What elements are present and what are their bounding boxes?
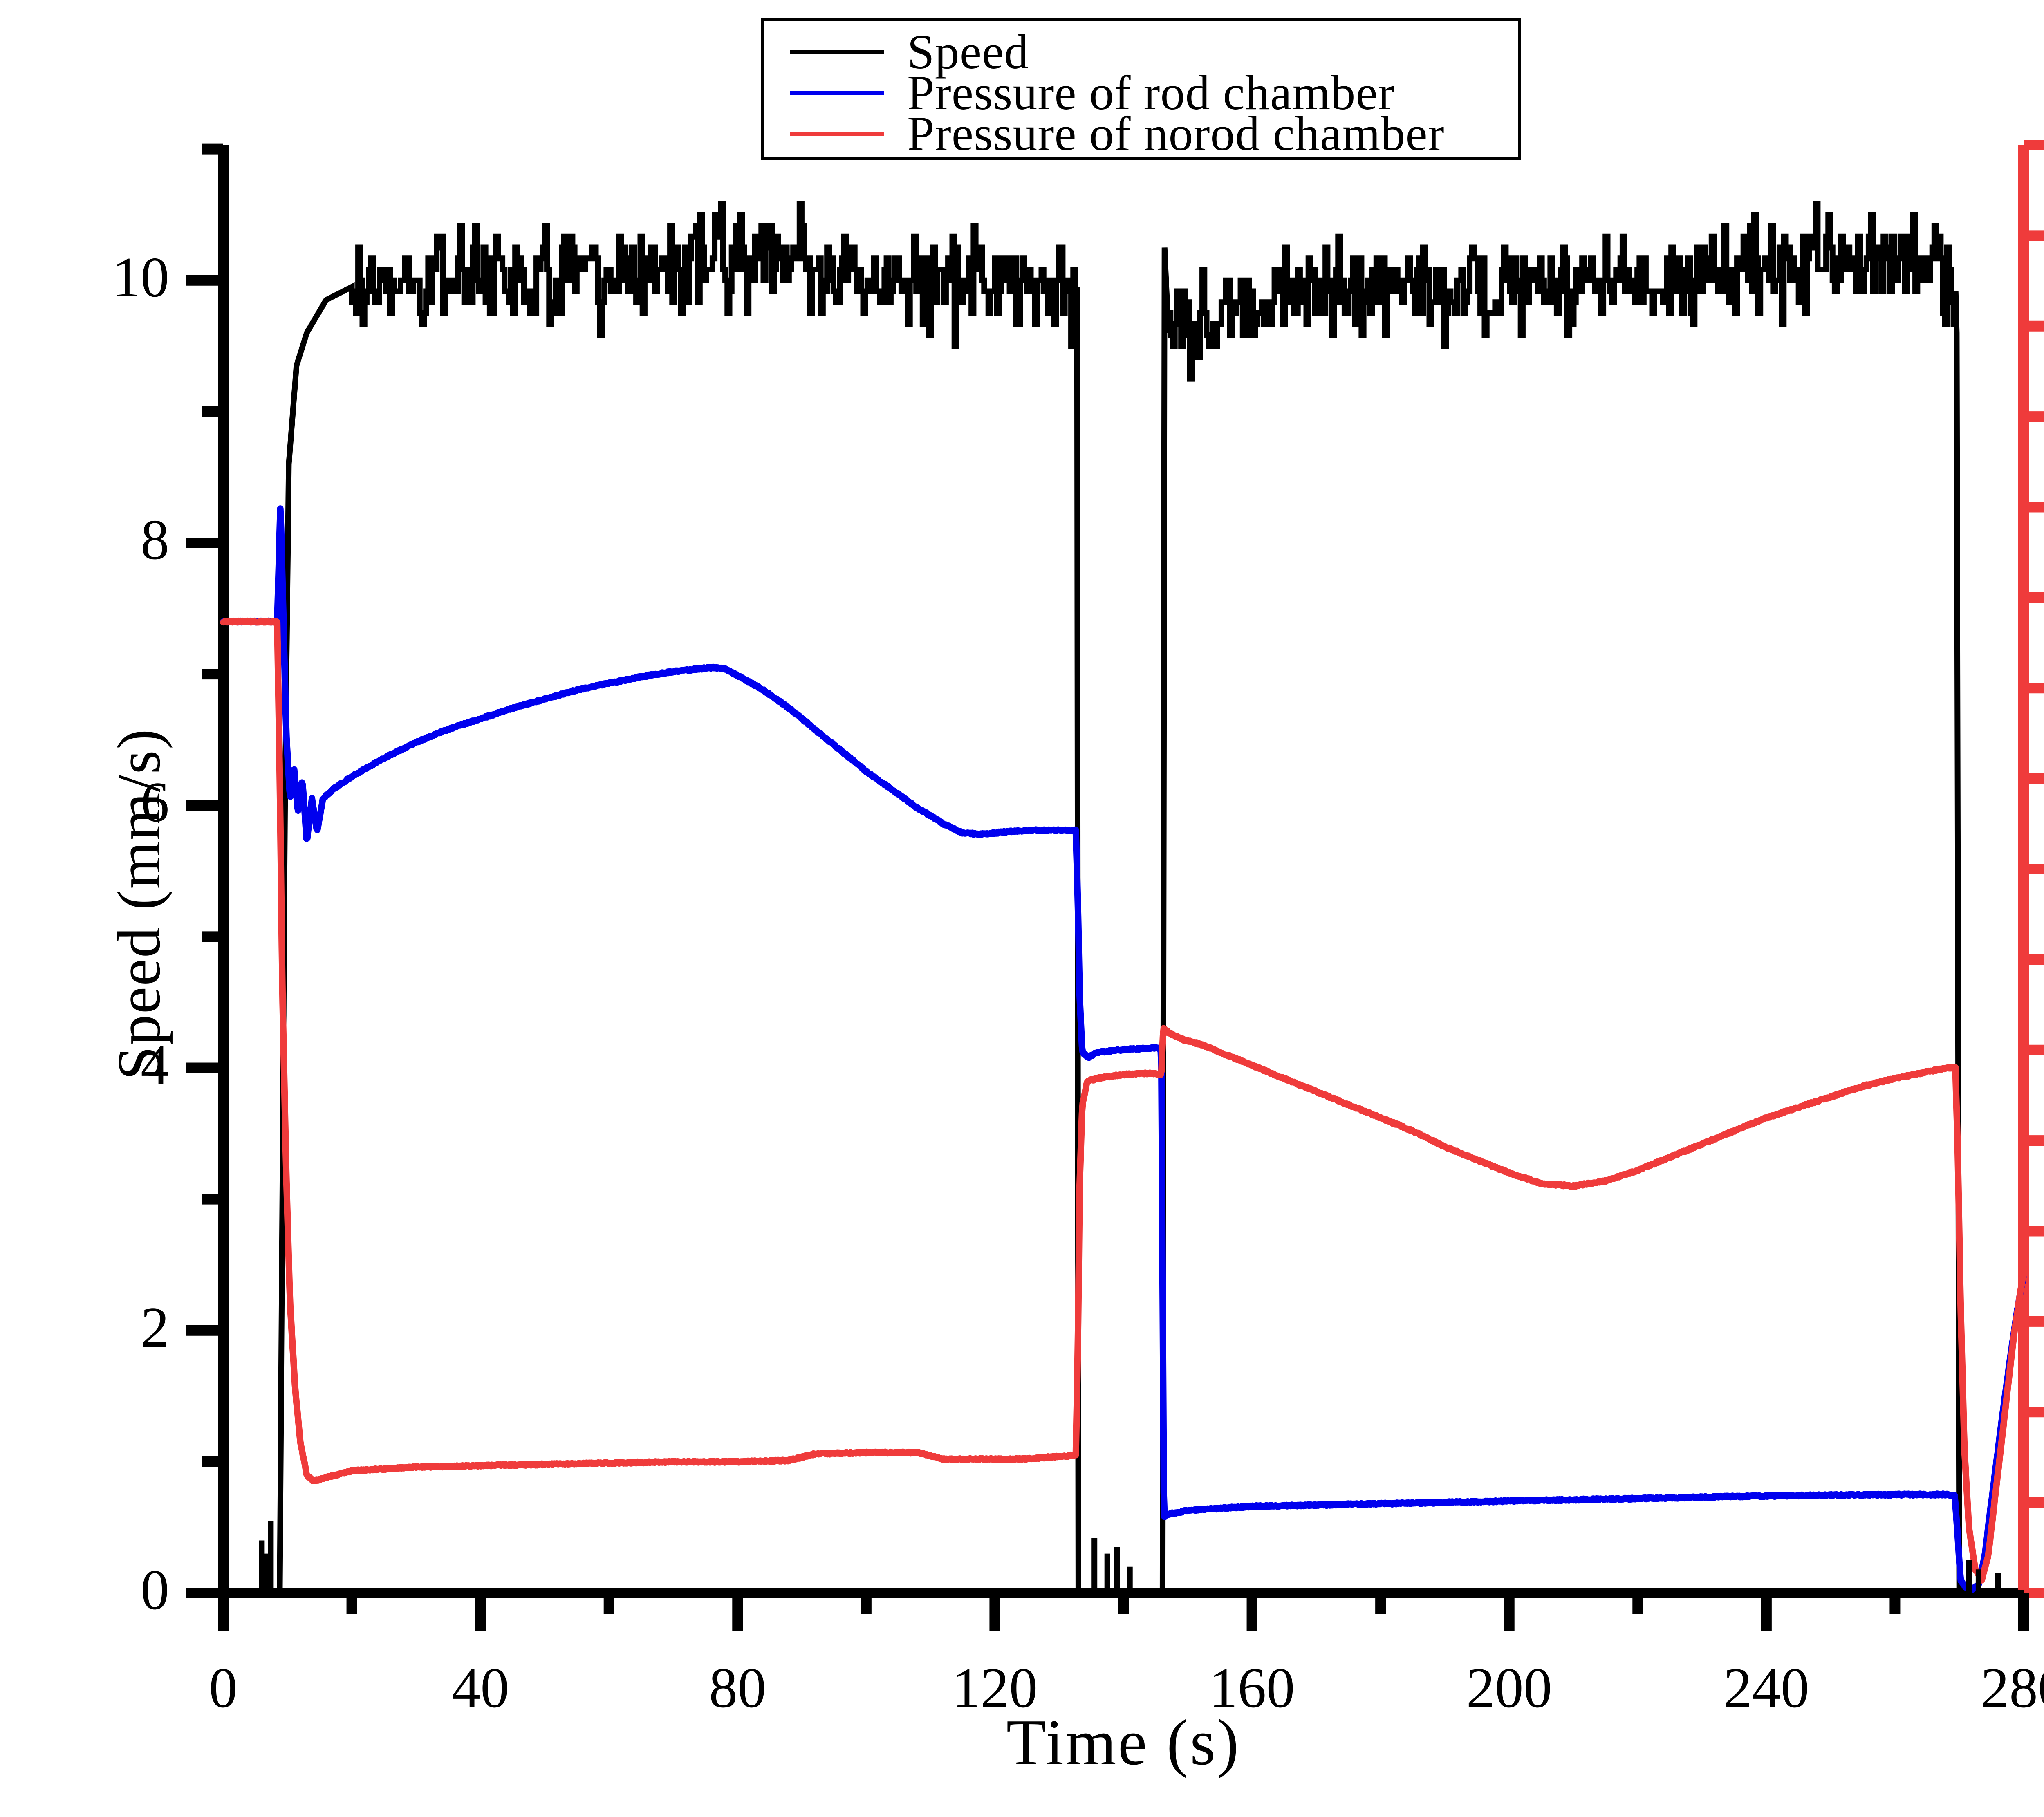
legend-swatch-rod-chamber-icon xyxy=(790,91,884,95)
x-axis-tick-label: 240 xyxy=(1723,1656,1809,1720)
series-line-pressure-of-norod-chamber xyxy=(220,617,2027,1584)
y-axis-left-tick-label: 2 xyxy=(141,1295,169,1359)
legend-swatch-norod-chamber-icon xyxy=(790,132,884,136)
x-axis-tick-label: 280 xyxy=(1981,1656,2044,1720)
y-axis-left-tick-label: 4 xyxy=(141,1033,169,1097)
axis-layer xyxy=(186,140,2044,1631)
legend-item-rod-chamber: Pressure of rod chamber xyxy=(764,65,1518,120)
x-axis-label: Time (s) xyxy=(1006,1706,1241,1779)
x-axis-tick-label: 160 xyxy=(1209,1656,1295,1720)
series-line-pressure-of-rod-chamber xyxy=(220,505,2027,1593)
legend: Speed Pressure of rod chamber Pressure o… xyxy=(761,18,1521,161)
x-axis-tick-label: 0 xyxy=(209,1656,238,1720)
legend-item-speed: Speed xyxy=(764,25,1518,79)
legend-label-norod-chamber: Pressure of norod chamber xyxy=(907,106,1445,161)
legend-label-rod-chamber: Pressure of rod chamber xyxy=(907,65,1395,120)
x-axis-tick-label: 120 xyxy=(952,1656,1038,1720)
y-axis-left-label: Speed (mm/s) xyxy=(105,728,173,1080)
x-axis-tick-label: 200 xyxy=(1466,1656,1552,1720)
y-axis-left-tick-label: 8 xyxy=(141,508,169,571)
y-axis-left-tick-label: 6 xyxy=(141,771,169,834)
series-layer xyxy=(220,201,2027,1596)
y-axis-left-tick-label: 10 xyxy=(112,245,169,309)
y-axis-left-tick-label: 0 xyxy=(141,1558,169,1622)
series-line-speed xyxy=(223,201,2024,1596)
x-axis-tick-label: 40 xyxy=(452,1656,509,1720)
legend-label-speed: Speed xyxy=(907,25,1029,79)
x-axis-tick-label: 80 xyxy=(709,1656,766,1720)
legend-swatch-speed-icon xyxy=(790,50,884,54)
legend-item-norod-chamber: Pressure of norod chamber xyxy=(764,106,1518,161)
